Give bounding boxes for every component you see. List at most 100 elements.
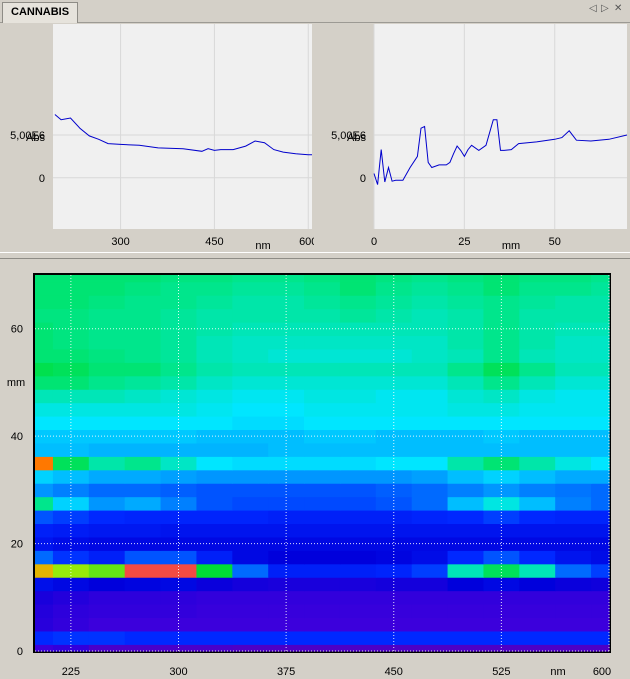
- x-tick-label: 450: [205, 236, 223, 248]
- heat-cell: [196, 442, 233, 457]
- heat-cell: [304, 510, 341, 525]
- heat-cell: [447, 644, 485, 652]
- x-tick-label: 525: [492, 666, 510, 678]
- heat-cell: [483, 416, 520, 431]
- heat-cell: [196, 536, 233, 551]
- heat-cell: [591, 308, 610, 323]
- heat-cell: [88, 483, 126, 498]
- heat-cell: [196, 295, 233, 310]
- heat-cell: [555, 389, 592, 404]
- heat-cell: [483, 483, 520, 498]
- heat-cell: [196, 510, 233, 525]
- heat-cell: [591, 469, 610, 484]
- scroll-left-icon[interactable]: ◁: [589, 3, 597, 14]
- x-tick-label: 450: [385, 666, 403, 678]
- heat-cell: [160, 416, 198, 431]
- heat-cell: [160, 375, 198, 390]
- heat-cell: [304, 402, 341, 417]
- heat-cell: [124, 590, 162, 605]
- heat-cell: [447, 523, 485, 538]
- heat-cell: [519, 563, 556, 578]
- heat-cell: [124, 617, 162, 632]
- heat-cell: [52, 348, 90, 363]
- heat-cell: [268, 348, 305, 363]
- heat-cell: [196, 617, 233, 632]
- heat-cell: [196, 563, 233, 578]
- heat-cell: [339, 416, 377, 431]
- heat-cell: [447, 550, 485, 565]
- heat-cell: [35, 295, 54, 310]
- heat-cell: [411, 295, 449, 310]
- heat-cell: [411, 442, 449, 457]
- heat-cell: [52, 416, 90, 431]
- heat-cell: [519, 604, 556, 619]
- close-icon[interactable]: ✕: [614, 3, 623, 14]
- heat-cell: [124, 563, 162, 578]
- heat-cell: [268, 483, 305, 498]
- heat-cell: [447, 308, 485, 323]
- heat-cell: [519, 630, 556, 645]
- heat-cell: [339, 604, 377, 619]
- heat-cell: [555, 402, 592, 417]
- heat-cell: [447, 469, 485, 484]
- heat-cell: [88, 496, 126, 511]
- heat-cell: [35, 604, 54, 619]
- heat-cell: [411, 429, 449, 444]
- heat-cell: [411, 630, 449, 645]
- heat-cell: [232, 617, 269, 632]
- heat-cell: [447, 389, 485, 404]
- heat-cell: [196, 604, 233, 619]
- heat-cell: [411, 389, 449, 404]
- heat-cell: [339, 536, 377, 551]
- heat-cell: [375, 416, 413, 431]
- heat-cell: [519, 295, 556, 310]
- heat-cell: [555, 335, 592, 350]
- heat-cell: [232, 429, 269, 444]
- heat-cell: [88, 630, 126, 645]
- heat-cell: [411, 510, 449, 525]
- heat-cell: [160, 630, 198, 645]
- scroll-right-icon[interactable]: ▷: [601, 3, 609, 14]
- heat-cell: [555, 604, 592, 619]
- heat-cell: [591, 496, 610, 511]
- panel-splitter[interactable]: [0, 252, 630, 259]
- heat-cell: [555, 496, 592, 511]
- heat-cell: [591, 644, 610, 652]
- heat-cell: [519, 402, 556, 417]
- heat-cell: [591, 362, 610, 377]
- heat-cell: [196, 523, 233, 538]
- heat-cell: [519, 348, 556, 363]
- heat-cell: [304, 416, 341, 431]
- heat-cell: [375, 281, 413, 296]
- heat-cell: [519, 308, 556, 323]
- heat-cell: [555, 630, 592, 645]
- heat-cell: [35, 275, 54, 283]
- heat-cell: [52, 281, 90, 296]
- heat-cell: [196, 375, 233, 390]
- heat-cell: [375, 429, 413, 444]
- heat-cell: [35, 442, 54, 457]
- heat-cell: [591, 617, 610, 632]
- heat-cell: [447, 322, 485, 337]
- heat-cell: [447, 456, 485, 471]
- heat-cell: [160, 456, 198, 471]
- heat-cell: [339, 389, 377, 404]
- heat-cell: [411, 335, 449, 350]
- heat-cell: [483, 348, 520, 363]
- heat-cell: [447, 335, 485, 350]
- heat-cell: [88, 281, 126, 296]
- heat-cell: [375, 483, 413, 498]
- heat-cell: [375, 362, 413, 377]
- heat-cell: [232, 442, 269, 457]
- heat-cell: [35, 348, 54, 363]
- x-tick-label: 600: [593, 666, 611, 678]
- heat-cell: [52, 456, 90, 471]
- heat-cell: [519, 577, 556, 592]
- tab-cannabis[interactable]: CANNABIS: [2, 2, 79, 23]
- heat-cell: [304, 483, 341, 498]
- heat-cell: [35, 630, 54, 645]
- heat-cell: [35, 416, 54, 431]
- heat-cell: [52, 483, 90, 498]
- heat-cell: [483, 281, 520, 296]
- heat-cell: [519, 469, 556, 484]
